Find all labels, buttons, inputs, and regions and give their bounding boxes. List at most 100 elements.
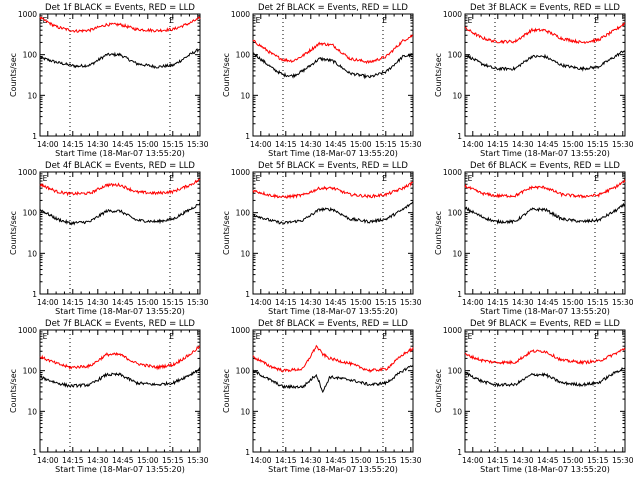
x-tick-label: 15:00 — [562, 456, 584, 465]
x-tick-label: 15:30 — [612, 140, 634, 149]
y-tick-label: 10 — [240, 91, 250, 100]
panel-det-2: Det 2f BLACK = Events, RED = LLD 1 10 100 10… — [222, 3, 422, 158]
x-axis-label: Start Time (18-Mar-07 13:55:20) — [480, 149, 610, 158]
y-tick-label: 1000 — [231, 10, 250, 19]
plot-frame — [464, 329, 626, 453]
x-tick-label: 14:15 — [487, 140, 509, 149]
x-axis-label: Start Time (18-Mar-07 13:55:20) — [480, 465, 610, 474]
x-tick-label: 14:45 — [325, 298, 347, 307]
panel-title: Det 2f BLACK = Events, RED = LLD — [258, 3, 408, 13]
y-axis-label: Counts/sec — [222, 53, 231, 97]
x-tick-label: 15:00 — [350, 298, 372, 307]
panel-det-1: Det 1f BLACK = Events, RED = LLD 1 10 100 10… — [9, 3, 209, 158]
event-marker-label: E — [594, 174, 599, 183]
panel-title: Det 4f BLACK = Events, RED = LLD — [45, 161, 195, 171]
series-line-lld — [252, 344, 414, 374]
x-tick-label: 15:30 — [612, 298, 634, 307]
x-tick-label: 14:00 — [250, 140, 272, 149]
panel-det-8: Det 8f BLACK = Events, RED = LLD 1 10 100 10… — [222, 319, 422, 474]
y-tick-label: 100 — [23, 209, 38, 218]
x-tick-label: 14:15 — [275, 456, 297, 465]
x-tick-label: 14:30 — [512, 456, 534, 465]
series-line-events — [39, 48, 201, 69]
y-tick-label: 10 — [27, 249, 37, 258]
x-tick-label: 14:00 — [250, 298, 272, 307]
x-tick-label: 15:30 — [187, 140, 209, 149]
x-tick-label: 14:45 — [537, 140, 559, 149]
panel-title: Det 7f BLACK = Events, RED = LLD — [45, 319, 195, 329]
y-axis-label: Counts/sec — [9, 53, 18, 97]
y-tick-label: 1 — [32, 448, 37, 457]
event-marker-label: E — [468, 16, 473, 25]
y-axis-label: Counts/sec — [222, 369, 231, 413]
y-tick-label: 1 — [245, 132, 250, 141]
y-tick-label: 1000 — [443, 168, 462, 177]
x-tick-label: 14:00 — [462, 140, 484, 149]
y-tick-label: 1000 — [231, 168, 250, 177]
series-line-events — [464, 367, 626, 388]
x-tick-label: 14:45 — [112, 140, 134, 149]
x-tick-label: 15:00 — [350, 140, 372, 149]
y-tick-label: 10 — [452, 91, 462, 100]
x-axis-label: Start Time (18-Mar-07 13:55:20) — [55, 149, 185, 158]
y-tick-label: 1 — [245, 448, 250, 457]
x-tick-label: 15:15 — [375, 456, 397, 465]
x-tick-label: 15:00 — [137, 456, 159, 465]
x-tick-label: 14:45 — [325, 140, 347, 149]
y-tick-label: 100 — [236, 367, 251, 376]
series-line-lld — [39, 178, 201, 197]
plot-frame — [252, 329, 414, 453]
y-tick-label: 10 — [452, 249, 462, 258]
y-tick-label: 10 — [240, 249, 250, 258]
x-tick-label: 15:15 — [162, 456, 184, 465]
series-line-events — [464, 49, 626, 72]
x-axis-label: Start Time (18-Mar-07 13:55:20) — [268, 149, 398, 158]
series-line-lld — [464, 22, 626, 45]
x-tick-label: 14:30 — [87, 140, 109, 149]
x-tick-label: 14:30 — [300, 456, 322, 465]
x-tick-label: 14:00 — [37, 456, 59, 465]
x-tick-label: 14:00 — [37, 298, 59, 307]
x-tick-label: 14:15 — [275, 140, 297, 149]
x-axis-label: Start Time (18-Mar-07 13:55:20) — [268, 465, 398, 474]
x-tick-label: 14:30 — [87, 456, 109, 465]
y-tick-label: 1000 — [231, 326, 250, 335]
x-tick-label: 14:45 — [325, 456, 347, 465]
x-tick-label: 14:15 — [487, 456, 509, 465]
event-marker-label: E — [594, 332, 599, 341]
y-tick-label: 1000 — [443, 10, 462, 19]
event-marker-label: E — [256, 16, 261, 25]
event-marker-label: E — [169, 332, 174, 341]
x-tick-label: 14:15 — [275, 298, 297, 307]
x-tick-label: 15:30 — [187, 456, 209, 465]
plot-frame — [39, 13, 201, 137]
x-tick-label: 15:15 — [162, 140, 184, 149]
x-tick-label: 14:00 — [462, 456, 484, 465]
panel-title: Det 8f BLACK = Events, RED = LLD — [258, 319, 408, 329]
event-marker-label: E — [382, 16, 387, 25]
x-tick-label: 14:45 — [537, 456, 559, 465]
series-line-events — [39, 367, 201, 389]
y-axis-label: Counts/sec — [434, 369, 443, 413]
panel-title: Det 1f BLACK = Events, RED = LLD — [45, 3, 195, 13]
x-tick-label: 14:30 — [300, 140, 322, 149]
y-tick-label: 1000 — [443, 326, 462, 335]
y-tick-label: 1000 — [18, 326, 37, 335]
y-tick-label: 10 — [27, 407, 37, 416]
y-tick-label: 1000 — [18, 10, 37, 19]
x-axis-label: Start Time (18-Mar-07 13:55:20) — [55, 465, 185, 474]
plot-frame — [252, 171, 414, 295]
x-tick-label: 14:30 — [87, 298, 109, 307]
y-tick-label: 10 — [452, 407, 462, 416]
event-marker-label: E — [169, 16, 174, 25]
series-line-events — [39, 202, 201, 226]
event-marker-label: E — [256, 332, 261, 341]
event-marker-label: E — [43, 332, 48, 341]
x-axis-label: Start Time (18-Mar-07 13:55:20) — [55, 307, 185, 316]
y-tick-label: 100 — [23, 367, 38, 376]
x-tick-label: 14:15 — [62, 298, 84, 307]
x-tick-label: 15:00 — [137, 298, 159, 307]
x-tick-label: 14:15 — [62, 140, 84, 149]
